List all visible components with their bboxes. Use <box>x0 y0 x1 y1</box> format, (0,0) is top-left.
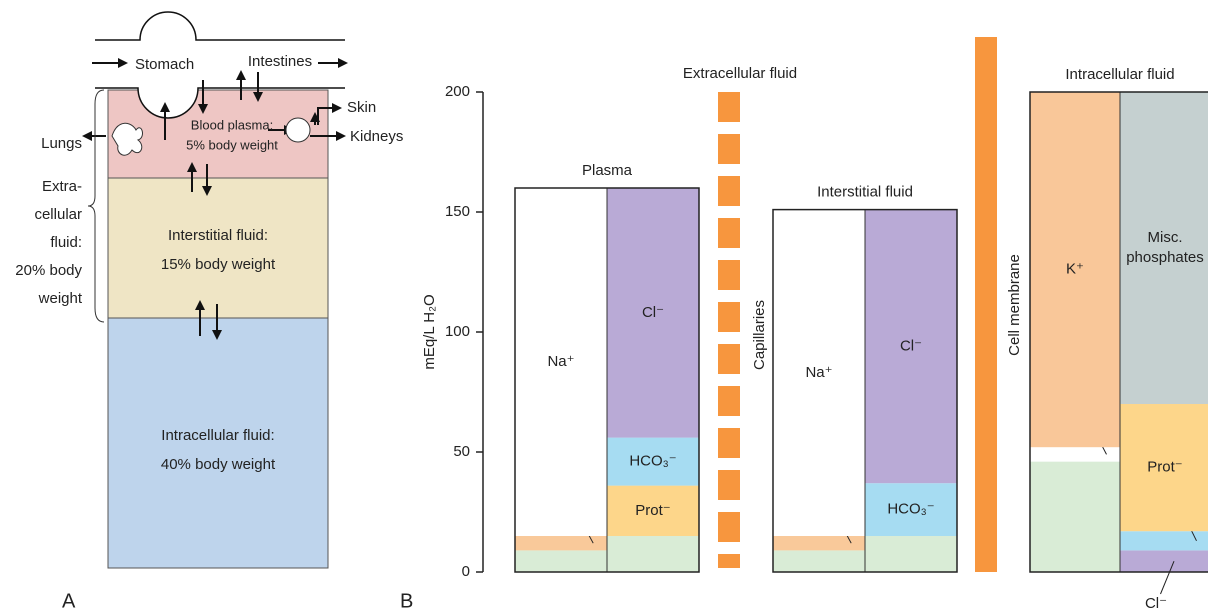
label-extracellular: cellular <box>34 206 82 223</box>
y-tick-label: 100 <box>445 323 470 340</box>
label-extracellular: weight <box>38 290 83 307</box>
segment <box>1120 531 1208 550</box>
segment <box>1030 447 1120 461</box>
label-lungs: Lungs <box>41 135 82 152</box>
label-intestines: Intestines <box>248 53 312 70</box>
segment-label: K⁺ <box>1066 261 1084 278</box>
segment-label: Cl⁻ <box>1145 595 1167 612</box>
compartment-label: 15% body weight <box>161 256 276 273</box>
segment-label: Cl⁻ <box>642 304 664 321</box>
compartment-label: Blood plasma: <box>191 117 273 132</box>
y-tick-label: 150 <box>445 203 470 220</box>
cell-membrane-bar <box>975 37 997 572</box>
column-title: Plasma <box>582 162 633 179</box>
region-label: Extracellular fluid <box>683 65 797 82</box>
y-tick-label: 50 <box>453 443 470 460</box>
panel-label: B <box>400 590 413 612</box>
segment-label: Misc. <box>1148 229 1183 246</box>
compartment-label: 5% body weight <box>186 137 278 152</box>
segment <box>515 550 607 572</box>
segment-label: Prot⁻ <box>635 502 670 519</box>
compartment-label: 40% body weight <box>161 456 276 473</box>
y-tick-label: 200 <box>445 83 470 100</box>
segment-label: Na⁺ <box>547 353 574 370</box>
label-stomach: Stomach <box>135 56 194 73</box>
y-axis-label: mEq/L H₂O <box>421 294 438 369</box>
kidney-icon <box>286 118 310 142</box>
compartment-label: Interstitial fluid: <box>168 227 268 244</box>
segment-label: Na⁺ <box>805 364 832 381</box>
label-skin: Skin <box>347 99 376 116</box>
column-title: Intracellular fluid <box>1065 66 1174 83</box>
segment-label: Prot⁻ <box>1147 459 1182 476</box>
label-kidneys: Kidneys <box>350 128 403 145</box>
segment-label: Cl⁻ <box>900 337 922 354</box>
capillaries-label: Capillaries <box>751 300 768 370</box>
segment <box>607 536 699 572</box>
cell-membrane-label: Cell membrane <box>1006 254 1023 356</box>
column-title: Interstitial fluid <box>817 184 913 201</box>
brace <box>88 90 104 322</box>
interstitial-box <box>108 178 328 318</box>
label-extracellular: Extra- <box>42 178 82 195</box>
segment <box>865 536 957 572</box>
segment <box>1120 550 1208 572</box>
gut-top <box>95 12 345 40</box>
label-extracellular: 20% body <box>15 262 82 279</box>
segment-label: HCO₃⁻ <box>887 501 934 518</box>
y-tick-label: 0 <box>462 563 470 580</box>
panel-label: A <box>62 590 76 612</box>
segment-label: phosphates <box>1126 249 1204 266</box>
segment <box>1030 462 1120 572</box>
segment-label: HCO₃⁻ <box>629 453 676 470</box>
figure: Stomach Intestines Skin Kidneys Lungs Ex… <box>0 0 1208 614</box>
panel-a: Stomach Intestines Skin Kidneys Lungs Ex… <box>15 12 403 612</box>
label-extracellular: fluid: <box>50 234 82 251</box>
compartment-label: Intracellular fluid: <box>161 427 274 444</box>
segment <box>773 550 865 572</box>
